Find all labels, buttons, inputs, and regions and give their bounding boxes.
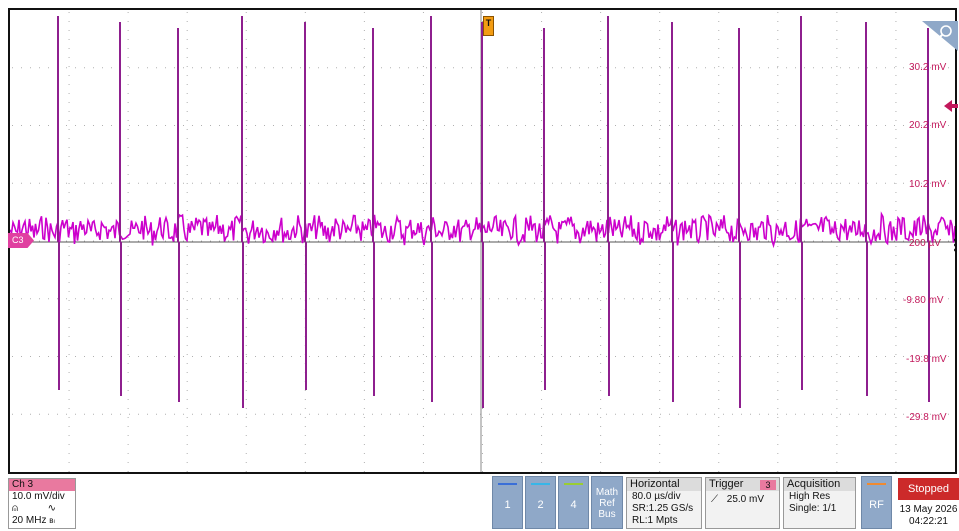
- y-axis-label: -29.8 mV: [906, 412, 947, 423]
- rising-edge-icon: ⟋: [711, 494, 718, 505]
- ref-label: Ref: [599, 498, 615, 509]
- y-axis-label: 30.2 mV: [909, 62, 947, 73]
- coupling-icon: ∿: [47, 503, 56, 514]
- y-axis-label: 20.2 mV: [909, 120, 947, 131]
- trigger-position-marker[interactable]: T: [483, 16, 494, 36]
- rf-label: RF: [869, 499, 884, 511]
- acquisition-count: Single: 1/1: [789, 503, 837, 514]
- time-label: 04:22:21: [909, 516, 948, 527]
- date-label: 13 May 2026: [899, 504, 958, 515]
- channel-4-button[interactable]: 4: [558, 476, 589, 529]
- acquisition-panel[interactable]: Acquisition High Res Single: 1/1: [783, 477, 856, 529]
- horizontal-title: Horizontal: [627, 478, 701, 491]
- math-ref-bus-button[interactable]: Math Ref Bus: [591, 476, 623, 529]
- channel-2-label: 2: [537, 499, 544, 511]
- record-length: RL:1 Mpts: [632, 515, 678, 526]
- trigger-level-arrow-icon[interactable]: [944, 99, 958, 113]
- more-options-icon[interactable]: [953, 238, 958, 252]
- sample-rate: SR:1.25 GS/s: [632, 503, 694, 514]
- channel-3-title: Ch 3: [9, 479, 75, 491]
- channel-2-button[interactable]: 2: [525, 476, 556, 529]
- date-time-display: 13 May 2026 04:22:21: [898, 504, 959, 528]
- channel-2-color-bar: [531, 483, 550, 485]
- waveform-graticule: [10, 10, 955, 472]
- y-axis-label: -19.8 mV: [906, 354, 947, 365]
- channel-1-color-bar: [498, 483, 517, 485]
- waveform-display[interactable]: T 30.2 mV 20.2 mV 10.2 mV 200 µV -9.80 m…: [8, 8, 958, 474]
- channel-4-label: 4: [570, 499, 577, 511]
- channel-1-button[interactable]: 1: [492, 476, 523, 529]
- zoom-icon[interactable]: [922, 21, 958, 51]
- y-axis-label: 10.2 mV: [909, 179, 947, 190]
- run-stop-status[interactable]: Stopped: [898, 478, 959, 500]
- channel-4-color-bar: [564, 483, 583, 485]
- termination-icon: ⍝: [12, 503, 18, 514]
- math-ref-bus-labels: Math Ref Bus: [592, 487, 622, 520]
- bandwidth-limit-icon: ʙₗ: [49, 516, 55, 525]
- horizontal-panel[interactable]: Horizontal 80.0 µs/div SR:1.25 GS/s RL:1…: [626, 477, 702, 529]
- y-axis-label: -9.80 mV: [903, 295, 944, 306]
- bus-label: Bus: [598, 509, 616, 520]
- y-axis-label: 200 µV: [909, 238, 941, 249]
- rf-button[interactable]: RF: [861, 476, 892, 529]
- channel-3-offset-marker[interactable]: C3: [8, 233, 34, 248]
- math-label: Math: [595, 487, 619, 498]
- trigger-source-badge: 3: [760, 480, 776, 490]
- trigger-level-row: ⟋ 25.0 mV: [706, 494, 779, 506]
- channel-1-label: 1: [504, 499, 511, 511]
- acquisition-mode: High Res: [789, 491, 831, 502]
- horizontal-scale: 80.0 µs/div: [632, 491, 681, 502]
- trigger-level: 25.0 mV: [726, 494, 765, 505]
- bottom-settings-bar: Ch 3 10.0 mV/div ⍝ ∿ 20 MHz ʙₗ 1 2 4 Mat…: [0, 476, 959, 531]
- channel-3-badge[interactable]: Ch 3 10.0 mV/div ⍝ ∿ 20 MHz ʙₗ: [8, 478, 76, 529]
- channel-3-scale: 10.0 mV/div: [12, 491, 65, 502]
- channel-3-bandwidth: 20 MHz: [12, 515, 47, 526]
- acquisition-title: Acquisition: [784, 478, 855, 491]
- channel-3-bandwidth-row: 20 MHz ʙₗ: [9, 515, 75, 527]
- channel-3-coupling-row: ⍝ ∿: [9, 503, 75, 515]
- rf-color-bar: [867, 483, 886, 485]
- trigger-panel[interactable]: Trigger 3 ⟋ 25.0 mV: [705, 477, 780, 529]
